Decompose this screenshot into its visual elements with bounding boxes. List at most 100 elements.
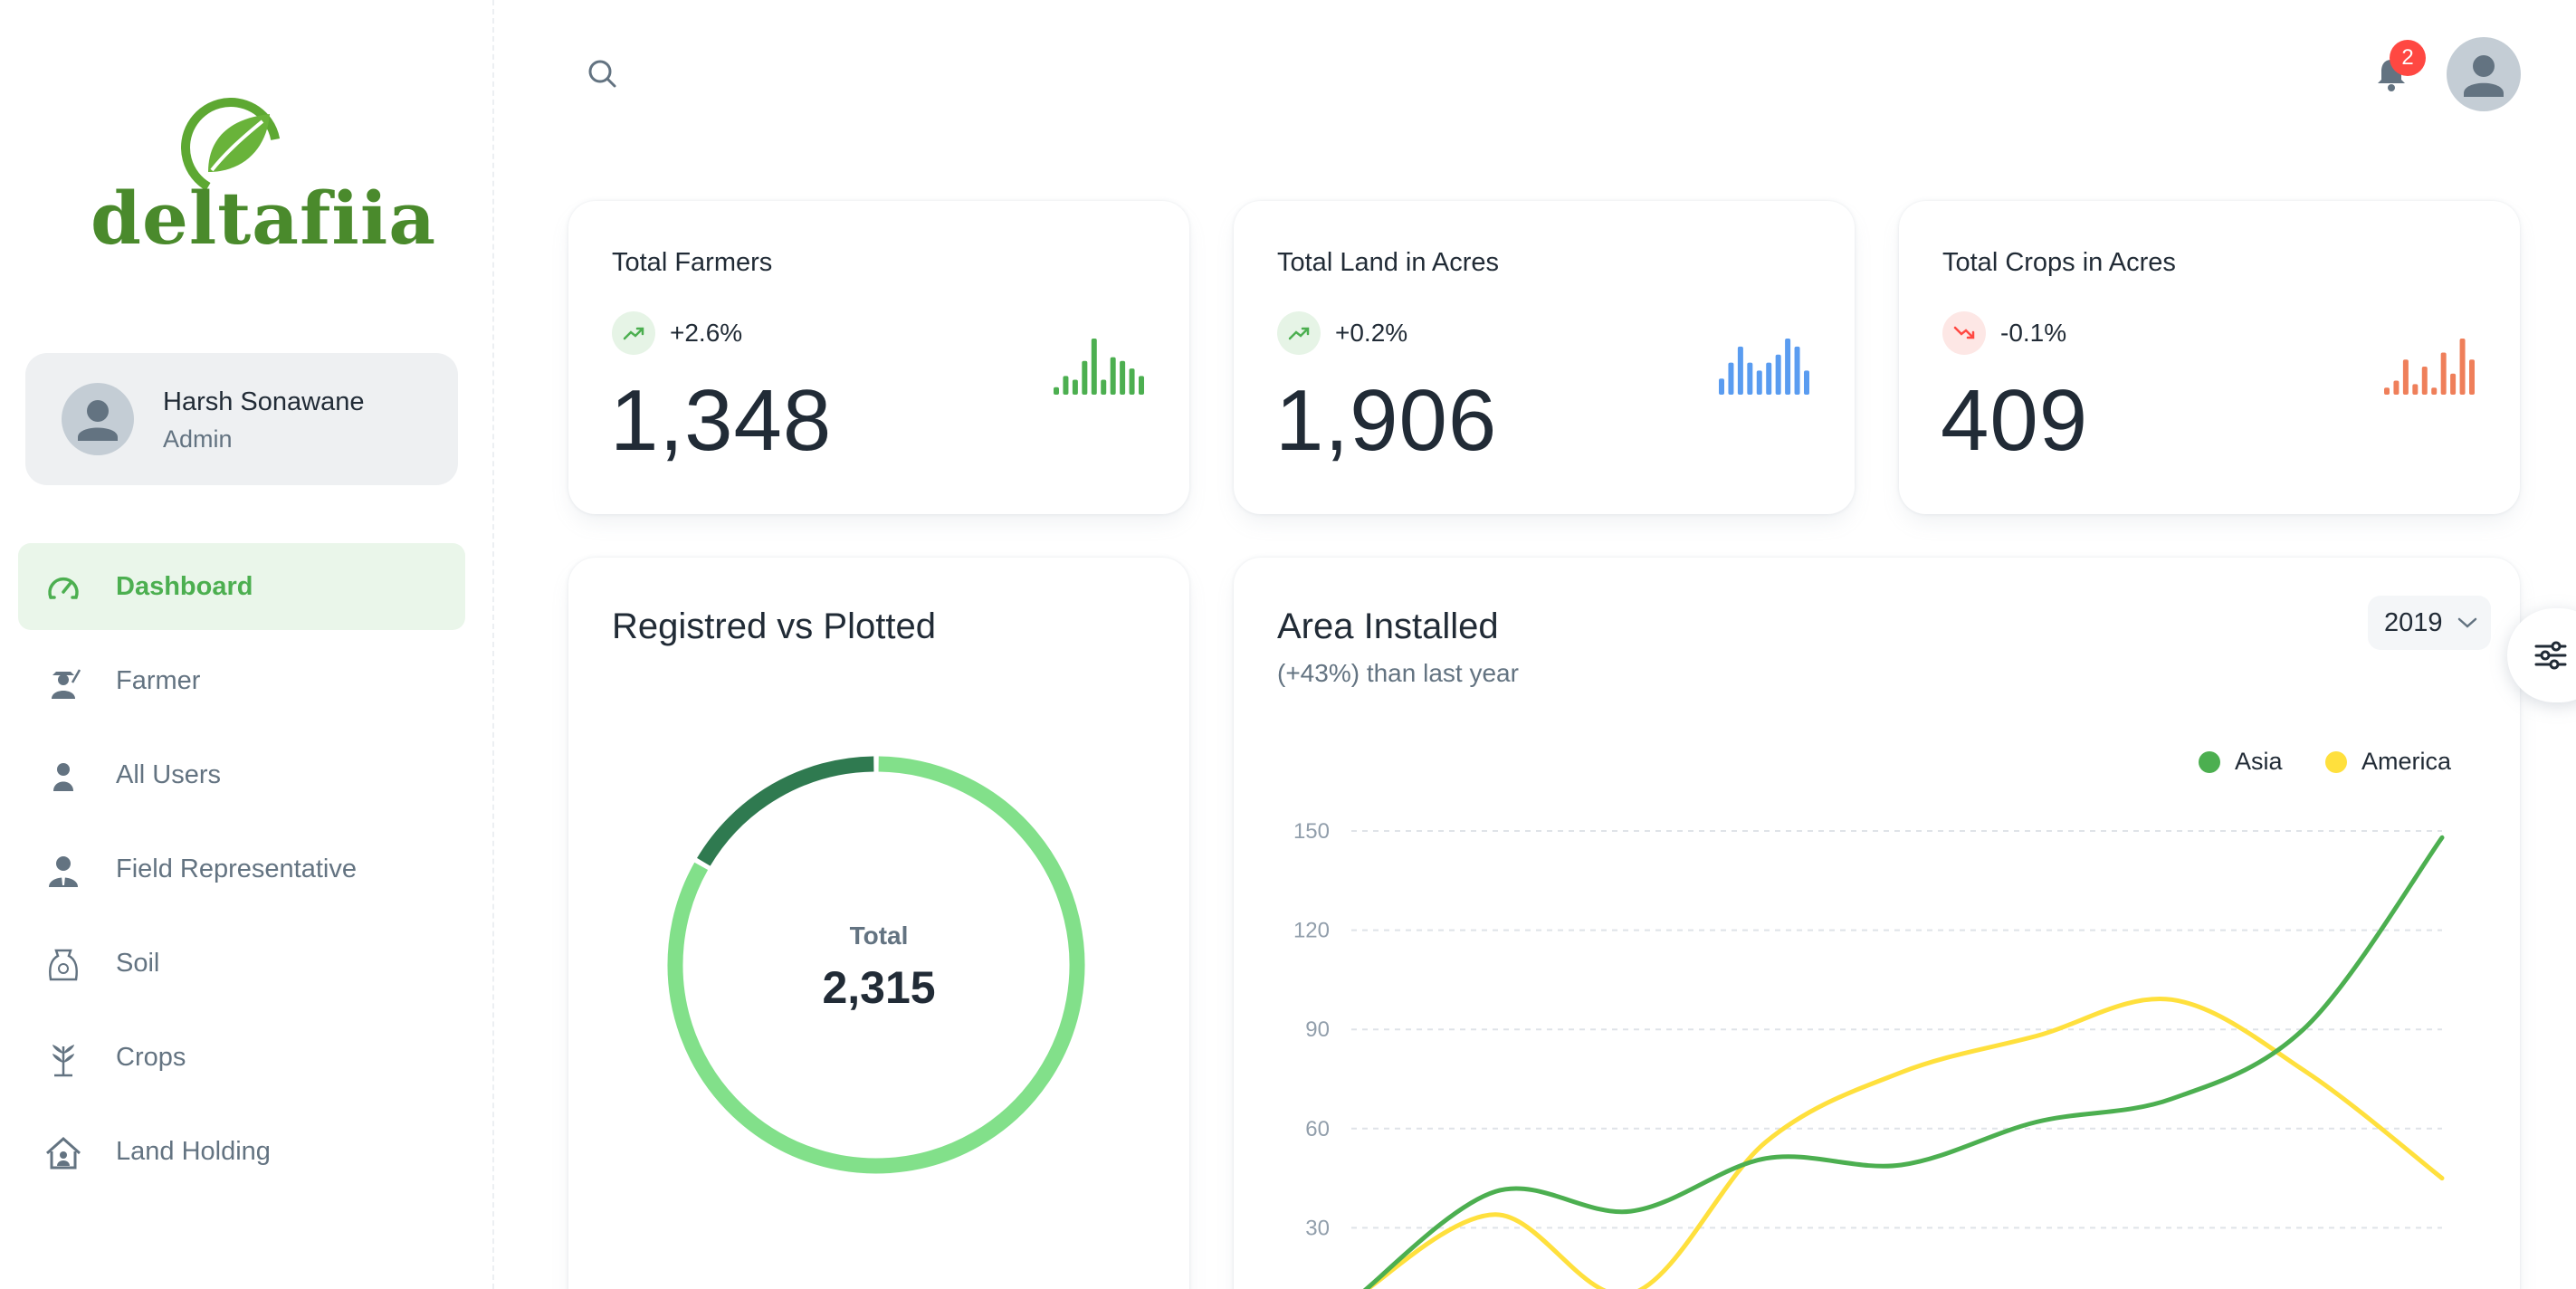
stat-value: 1,906 xyxy=(1275,372,1498,469)
y-tick-label: 90 xyxy=(1305,1017,1330,1042)
spark-bar xyxy=(2402,359,2409,395)
sidebar-nav: Dashboard Farmer All Users Fi xyxy=(18,543,465,1202)
field-representative-icon xyxy=(49,856,78,887)
trend-up-icon xyxy=(612,311,655,355)
series-line-america[interactable] xyxy=(1360,996,2445,1289)
spark-bar xyxy=(1775,354,1781,395)
spark-bar xyxy=(1756,370,1762,395)
spark-bar xyxy=(2440,352,2447,395)
year-select-value: 2019 xyxy=(2384,608,2443,637)
stat-card-total-crops: Total Crops in Acres -0.1% 409 xyxy=(1899,201,2520,514)
donut-chart xyxy=(667,756,1085,1174)
spark-bar xyxy=(2412,384,2419,395)
stat-value: 409 xyxy=(1941,372,2089,469)
person-icon xyxy=(78,400,118,441)
donut-segment[interactable] xyxy=(667,756,1085,1174)
spark-bar xyxy=(1139,376,1144,395)
avatar xyxy=(62,383,134,455)
stat-card-total-land: Total Land in Acres +0.2% 1,906 xyxy=(1234,201,1855,514)
trend-percent: +0.2% xyxy=(1335,319,1408,347)
account-avatar[interactable] xyxy=(2447,37,2521,111)
section-subtitle: (+43%) than last year xyxy=(1277,659,1519,687)
brand-logo[interactable]: deltafiia xyxy=(91,98,435,261)
y-tick-label: 60 xyxy=(1305,1117,1330,1141)
trend-up-icon xyxy=(1277,311,1321,355)
sidebar-item-label: Farmer xyxy=(116,665,201,695)
spark-bar xyxy=(1737,346,1743,395)
user-icon xyxy=(53,763,73,791)
spark-bar xyxy=(1794,346,1800,395)
legend-label: Asia xyxy=(2235,748,2283,775)
sidebar-item-dashboard[interactable]: Dashboard xyxy=(18,543,465,630)
spark-bar xyxy=(1072,379,1078,395)
spark-bar xyxy=(2384,387,2390,395)
stat-title: Total Farmers xyxy=(612,248,773,277)
sparkline-bars xyxy=(1054,339,1144,395)
spark-bar xyxy=(1766,362,1772,395)
spark-bar xyxy=(1785,339,1791,395)
trend-down-icon xyxy=(1942,311,1986,355)
y-tick-label: 120 xyxy=(1293,919,1330,943)
brand-name: deltafiia xyxy=(91,176,437,261)
dashboard-icon xyxy=(48,577,79,599)
spark-bar xyxy=(1747,362,1753,395)
section-title: Area Installed xyxy=(1277,606,1499,646)
spark-bar xyxy=(1804,370,1809,395)
stat-value: 1,348 xyxy=(610,372,833,469)
spark-bar xyxy=(2393,380,2399,395)
spark-bar xyxy=(2421,367,2428,395)
legend-dot xyxy=(2325,750,2347,773)
spark-bar xyxy=(1063,376,1069,395)
legend-label: America xyxy=(2361,748,2452,775)
crop-plant-icon xyxy=(52,1045,74,1077)
sidebar-item-soil[interactable]: Soil xyxy=(18,920,465,1007)
stat-card-total-farmers: Total Farmers +2.6% 1,348 xyxy=(568,201,1189,514)
sidebar-item-label: All Users xyxy=(116,759,222,789)
search-icon[interactable] xyxy=(585,56,621,92)
donut-total-label: Total xyxy=(849,921,909,950)
person-icon xyxy=(2464,55,2504,97)
sparkline-bars xyxy=(1719,339,1809,395)
sidebar: deltafiia Harsh Sonawane Admin Dashboard xyxy=(0,0,494,1289)
spark-bar xyxy=(1110,357,1116,395)
spark-bar xyxy=(2431,387,2438,395)
settings-fab[interactable] xyxy=(2507,608,2576,702)
chevron-down-icon xyxy=(2457,617,2477,628)
area-installed-line-chart: 30 60 90 120 150 xyxy=(1293,819,2445,1289)
area-installed-card: Area Installed (+43%) than last year 201… xyxy=(1234,558,2520,1289)
legend-item-america[interactable]: America xyxy=(2325,748,2451,776)
land-holding-icon xyxy=(46,1136,81,1170)
trend-percent: +2.6% xyxy=(670,319,743,347)
donut-segment[interactable] xyxy=(697,756,874,866)
spark-bar xyxy=(2459,339,2466,395)
user-role: Admin xyxy=(163,425,233,453)
user-card[interactable]: Harsh Sonawane Admin xyxy=(25,353,458,485)
spark-bar xyxy=(1101,379,1107,395)
soil-bag-icon xyxy=(49,949,78,981)
sparkline-bars xyxy=(2384,339,2475,395)
trend-percent: -0.1% xyxy=(2000,319,2067,347)
notification-badge: 2 xyxy=(2390,40,2426,76)
sidebar-item-label: Crops xyxy=(116,1042,186,1072)
legend-item-asia[interactable]: Asia xyxy=(2199,748,2283,776)
sliders-icon xyxy=(2534,641,2567,670)
sidebar-item-all-users[interactable]: All Users xyxy=(18,731,465,818)
stat-title: Total Crops in Acres xyxy=(1942,248,2176,277)
sidebar-item-farmer[interactable]: Farmer xyxy=(18,637,465,724)
sidebar-item-crops[interactable]: Crops xyxy=(18,1014,465,1101)
spark-bar xyxy=(1719,378,1724,395)
sidebar-item-land-holding[interactable]: Land Holding xyxy=(18,1108,465,1195)
spark-bar xyxy=(1120,360,1126,395)
sidebar-item-field-representative[interactable]: Field Representative xyxy=(18,826,465,912)
legend-dot xyxy=(2199,750,2220,773)
farmer-icon xyxy=(52,669,81,699)
year-select[interactable]: 2019 xyxy=(2368,596,2491,650)
registered-vs-plotted-card: Registred vs Plotted Total 2,315 xyxy=(568,558,1189,1289)
series-line-asia[interactable] xyxy=(1360,835,2445,1289)
spark-bar xyxy=(1129,368,1135,395)
sidebar-item-label: Dashboard xyxy=(116,571,253,601)
spark-bar xyxy=(1054,387,1059,395)
spark-bar xyxy=(1728,362,1734,395)
y-tick-label: 150 xyxy=(1293,819,1330,844)
spark-bar xyxy=(1091,339,1097,395)
